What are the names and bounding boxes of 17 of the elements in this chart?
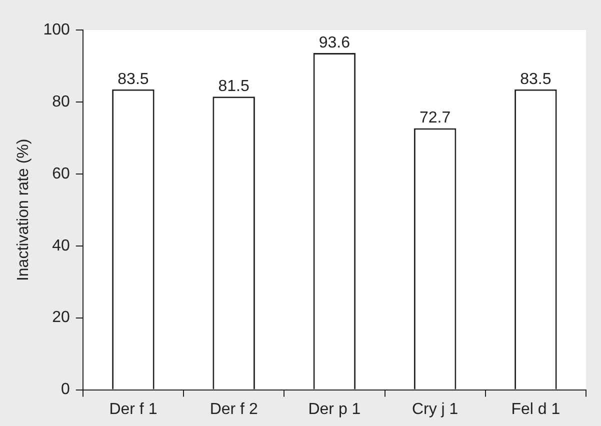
x-tick-label: Der f 2 xyxy=(210,400,258,418)
y-tick-label: 40 xyxy=(52,237,70,254)
data-label: 81.5 xyxy=(218,78,250,95)
y-tick-label: 0 xyxy=(60,381,70,398)
data-label: 93.6 xyxy=(318,34,350,52)
y-tick-label: 60 xyxy=(52,165,70,182)
y-tick-label: 100 xyxy=(43,21,70,38)
data-label: 83.5 xyxy=(118,70,149,88)
data-label: 72.7 xyxy=(420,110,451,127)
y-tick-label: 20 xyxy=(52,309,70,326)
y-axis-title: Inactivation rate (%) xyxy=(15,138,32,282)
x-tick-label: Fel d 1 xyxy=(511,400,560,418)
x-tick-label: Cry j 1 xyxy=(412,400,458,418)
y-tick-label: 80 xyxy=(52,93,70,110)
x-tick-label: Der p 1 xyxy=(308,400,361,418)
data-label: 83.5 xyxy=(520,70,552,88)
x-tick-label: Der f 1 xyxy=(109,400,158,418)
